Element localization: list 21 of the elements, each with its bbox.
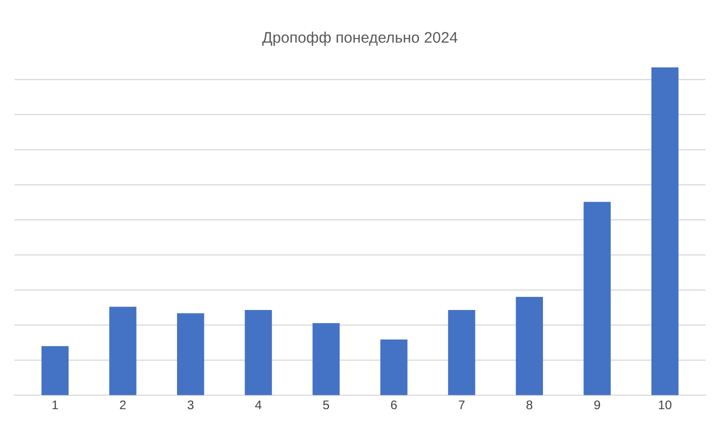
- bar: [380, 340, 408, 396]
- bar: [448, 310, 476, 396]
- bar: [244, 310, 272, 396]
- bar: [516, 296, 543, 396]
- x-tick-label: 4: [255, 400, 262, 410]
- bar: [42, 346, 69, 396]
- bar: [177, 313, 204, 396]
- chart-title: Дропофф понедельно 2024: [262, 32, 458, 46]
- bar: [109, 306, 136, 396]
- bar: [651, 67, 678, 396]
- x-tick-label: 3: [188, 400, 194, 410]
- x-tick-label: 8: [526, 400, 532, 410]
- bar: [312, 323, 340, 396]
- x-tick-label: 9: [594, 400, 600, 410]
- x-tick-label: 7: [458, 400, 464, 410]
- x-tick-label: 2: [120, 400, 126, 410]
- x-tick-label: 5: [323, 400, 330, 410]
- x-tick-label: 6: [391, 400, 397, 410]
- bar: [584, 202, 611, 396]
- x-tick-label: 10: [658, 400, 672, 410]
- x-tick-label: 1: [52, 400, 58, 410]
